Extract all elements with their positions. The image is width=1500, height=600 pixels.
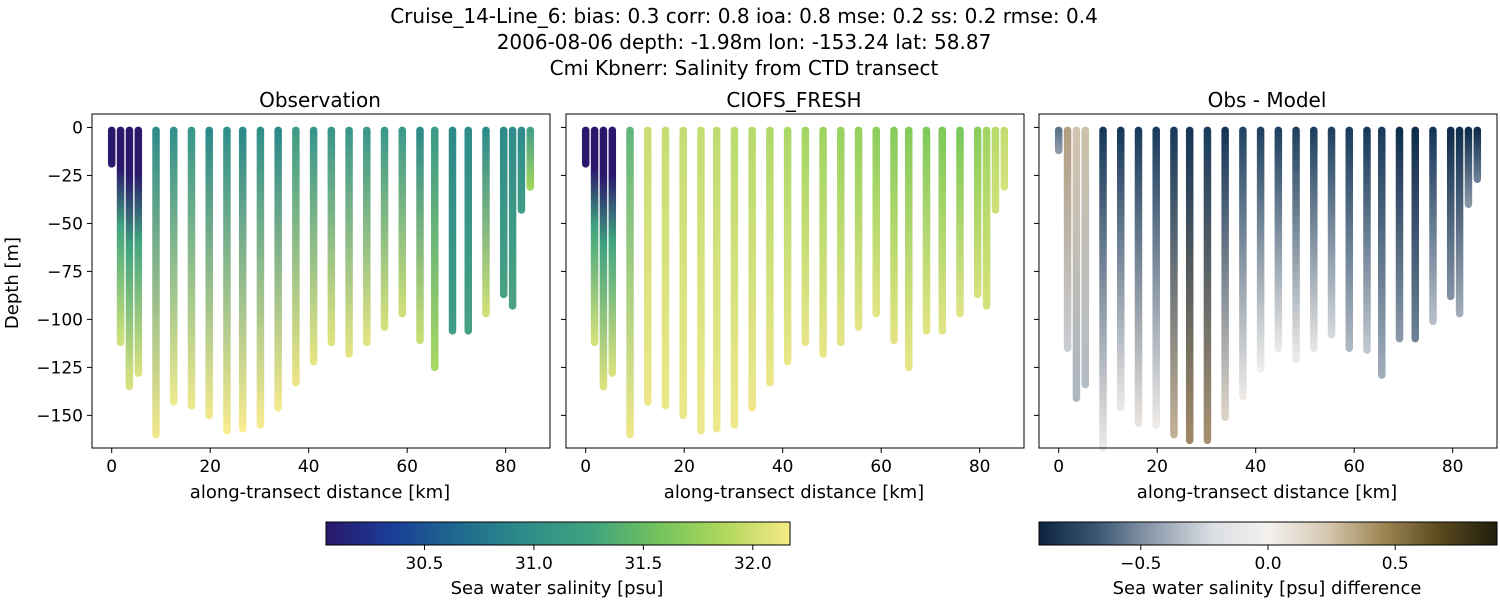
panel-title-observation: Observation [259,88,381,112]
figure-title-line1: Cruise_14-Line_6: bias: 0.3 corr: 0.8 io… [390,4,1098,28]
x-axis-label-difference: along-transect distance [km] [1137,482,1397,503]
y-tick-label: −100 [36,310,83,330]
axes-frame [91,113,551,449]
x-tick-label: 20 [673,457,695,477]
y-tick-label: −25 [47,166,83,186]
x-tick-label: 80 [969,457,991,477]
x-tick-label: 20 [199,457,221,477]
figure-title-line3: Cmi Kbnerr: Salinity from CTD transect [550,56,939,80]
figure-title-line2: 2006-08-06 depth: -1.98m lon: -153.24 la… [497,30,992,54]
x-axis-label-model: along-transect distance [km] [664,482,924,503]
colorbar-difference: −0.5 0.0 0.5 [1038,521,1498,574]
x-tick-label: 60 [396,457,418,477]
x-tick-label: 0 [1053,457,1064,477]
y-tick-label: −150 [36,406,83,426]
colorbar-tick-label: 0.5 [1382,554,1409,574]
x-tick-label: 0 [106,457,117,477]
axes-frame [565,113,1025,449]
axes-frame [1038,113,1498,449]
colorbar-tick-label: 0.0 [1254,554,1281,574]
x-tick-label: 80 [1442,457,1464,477]
x-tick-label: 80 [495,457,517,477]
y-tick-label: −50 [47,214,83,234]
y-axis-label: Depth [m] [2,237,23,329]
colorbar-salinity-label: Sea water salinity [psu] [451,578,664,599]
panel-title-model: CIOFS_FRESH [726,88,861,112]
x-tick-label: 60 [1343,457,1365,477]
y-tick-label: 0 [72,118,83,138]
plot-difference: 0 20 40 60 80 [1034,113,1498,477]
colorbar-tick-label: 32.0 [734,554,772,574]
x-axis-label-observation: along-transect distance [km] [190,482,450,503]
colorbar-tick-label: −0.5 [1120,554,1161,574]
panel-title-difference: Obs - Model [1208,88,1327,112]
y-tick-label: −75 [47,262,83,282]
colorbar-difference-label: Sea water salinity [psu] difference [1113,578,1422,599]
colorbar-tick-label: 31.5 [624,554,662,574]
plot-model: 0 20 40 60 80 [561,113,1025,477]
colorbar-tick-label: 30.5 [406,554,444,574]
plot-observation: 0 20 40 60 80 0 −25 −50 −75 −100 −125 −150 [36,113,551,477]
colorbar-tick-label: 31.0 [515,554,553,574]
colorbar-gradient [1038,521,1498,546]
x-tick-label: 20 [1146,457,1168,477]
colorbar-gradient [325,521,791,546]
y-tick-label: −125 [36,358,83,378]
x-tick-label: 60 [870,457,892,477]
x-tick-label: 40 [1245,457,1267,477]
x-tick-label: 40 [298,457,320,477]
x-tick-label: 0 [580,457,591,477]
colorbar-salinity: 30.5 31.0 31.5 32.0 [325,521,791,574]
x-tick-label: 40 [772,457,794,477]
